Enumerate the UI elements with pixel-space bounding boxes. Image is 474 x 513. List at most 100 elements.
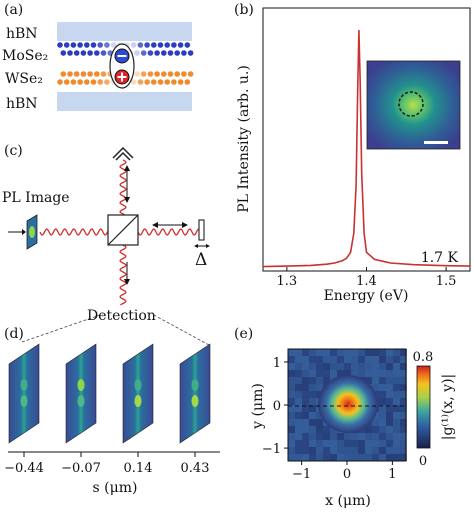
heatmap-pixel — [379, 454, 386, 461]
heatmap-pixel — [288, 454, 295, 461]
heatmap-pixel — [309, 440, 316, 447]
heatmap-pixel — [400, 398, 407, 405]
heatmap-pixel — [309, 454, 316, 461]
heatmap-pixel — [288, 384, 295, 391]
heatmap-pixel — [330, 349, 337, 356]
heatmap-pixel — [330, 440, 337, 447]
mose2-atom — [134, 50, 140, 56]
wse2-atom — [137, 79, 144, 85]
heatmap-pixel — [358, 363, 365, 370]
retroreflector-outer — [112, 146, 134, 159]
mose2-atom — [167, 50, 174, 56]
heatmap-x-tick-label: 1 — [388, 467, 396, 482]
mose2-atom — [174, 50, 180, 56]
heatmap-pixel — [379, 377, 386, 384]
heatmap-pixel — [358, 447, 365, 454]
arrow-head-right-icon — [182, 222, 188, 228]
heatmap-pixel — [288, 426, 295, 433]
heatmap-pixel — [316, 447, 323, 454]
heatmap-pixel — [309, 370, 316, 377]
pl-image-spot — [29, 226, 35, 238]
heatmap-pixel — [393, 349, 400, 356]
wse2-atom — [87, 71, 93, 77]
spectrum-x-axis-label: Energy (eV) — [324, 288, 409, 304]
heatmap-pixel — [302, 363, 309, 370]
mose2-atom — [67, 50, 73, 56]
interferometer-diagram — [8, 146, 210, 306]
heatmap-pixel — [288, 398, 295, 405]
heatmap-pixel — [351, 363, 358, 370]
heatmap-pixel — [365, 363, 372, 370]
wse2-atom — [174, 71, 180, 77]
spectrum-y-axis-label: PL Intensity (arb. u.) — [236, 65, 252, 213]
mose2-atom — [97, 42, 103, 48]
wse2-atom — [147, 71, 154, 77]
heatmap-pixel — [351, 454, 358, 461]
heatmap-pixel — [379, 384, 386, 391]
heatmap-pixel — [316, 433, 323, 440]
heatmap-pixel — [309, 391, 316, 398]
mose2-atom — [177, 42, 184, 48]
hbn-bottom-layer — [57, 92, 192, 111]
mose2-atom — [187, 50, 194, 56]
heatmap-pixel — [295, 419, 302, 426]
s-axis-tick-label: 0.14 — [124, 461, 153, 476]
heatmap-pixel — [386, 412, 393, 419]
heatmap-pixel — [302, 349, 309, 356]
heatmap-pixel — [365, 440, 372, 447]
heatmap-pixel — [309, 405, 316, 412]
heatmap-pixel — [337, 440, 344, 447]
mose2-atom — [161, 50, 167, 56]
fringe-lobe-lower — [191, 395, 199, 407]
heatmap-pixel — [309, 412, 316, 419]
beam-detection — [119, 244, 127, 306]
heatmap-pixel — [379, 363, 386, 370]
heatmap-pixel — [295, 370, 302, 377]
heterostructure-diagram — [57, 22, 194, 111]
mose2-atom — [154, 50, 160, 56]
heatmap-pixel — [316, 363, 323, 370]
heatmap-pixel — [386, 447, 393, 454]
heatmap-pixel — [302, 377, 309, 384]
heatmap-pixel — [288, 391, 295, 398]
heatmap-pixel — [386, 426, 393, 433]
heatmap-pixel — [379, 398, 386, 405]
mose2-atom — [181, 50, 187, 56]
spectrum-x-tick-label: 1.3 — [277, 274, 298, 289]
heatmap-pixel — [386, 454, 393, 461]
mose2-atom — [147, 50, 154, 56]
colorbar — [416, 365, 431, 449]
heatmap-pixel — [295, 349, 302, 356]
heatmap-pixel — [379, 391, 386, 398]
heatmap-pixel — [337, 447, 344, 454]
heatmap-pixel — [330, 447, 337, 454]
wse2-atom — [63, 79, 70, 85]
heatmap-pixel — [379, 370, 386, 377]
fringe-lobe-lower — [134, 395, 142, 407]
heatmap-pixel — [302, 440, 309, 447]
mose2-atom — [144, 42, 150, 48]
heatmap-pixel — [400, 405, 407, 412]
interferogram-slab — [179, 343, 211, 444]
heatmap-pixel — [302, 426, 309, 433]
heatmap-pixel — [393, 384, 400, 391]
heatmap-pixel — [295, 384, 302, 391]
s-axis-tick-label: −0.44 — [4, 461, 44, 476]
heatmap-pixel — [400, 447, 407, 454]
mose2-atom — [104, 42, 110, 48]
layer-label-mose2: MoSe₂ — [2, 48, 49, 64]
spectrum-x-tick-label: 1.5 — [436, 274, 457, 289]
heatmap-pixel — [386, 391, 393, 398]
heatmap-pixel — [400, 349, 407, 356]
heatmap-pixel — [379, 419, 386, 426]
heatmap-pixel — [288, 349, 295, 356]
colorbar-min-label: 0 — [419, 454, 427, 469]
heatmap-pixel — [351, 447, 358, 454]
wse2-atom — [151, 79, 157, 85]
heatmap-ticks: −1 0 1 1 0 −1 — [262, 356, 397, 482]
heatmap-pixel — [400, 440, 407, 447]
heatmap-pixel — [316, 391, 323, 398]
heatmap-pixel — [386, 370, 393, 377]
wse2-atom — [144, 79, 150, 85]
heatmap-pixel — [323, 426, 330, 433]
